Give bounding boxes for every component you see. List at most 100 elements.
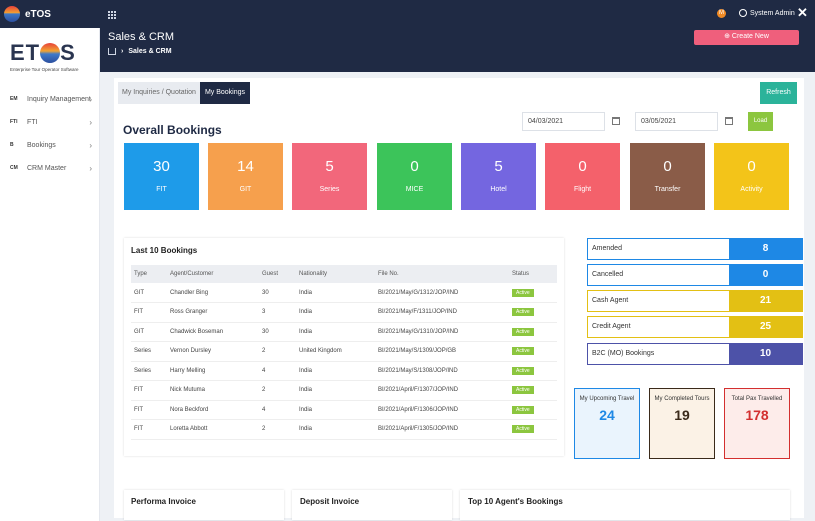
status-cell: Active [509,380,557,401]
table-cell: United Kingdom [296,341,375,362]
kpi-git[interactable]: 14 GIT [208,143,283,210]
table-row[interactable]: GIT Chadwick Boseman 30 India BI/2021/May/G/… [131,322,557,342]
table-cell: Series [131,341,167,362]
table-cell: 30 [259,322,296,342]
breadcrumb-current: Sales & CRM [128,48,172,55]
kpi-mice[interactable]: 0 MICE [377,143,452,210]
table-cell: India [296,302,375,323]
table-cell: Loretta Abbott [167,419,259,440]
table-cell: BI/2021/May/G/1310/JOP/IND [375,322,509,342]
stat-label: Cash Agent [592,297,629,304]
create-new-button[interactable]: ⊕ Create New [694,30,799,45]
status-badge: Active [512,327,534,336]
apps-grid-icon[interactable] [107,10,116,19]
date-from-input[interactable]: 04/03/2021 [522,112,605,131]
table-row[interactable]: FIT Loretta Abbott 2 India BI/2021/April/F/1… [131,419,557,440]
load-button[interactable]: Load [748,112,773,131]
stat-label: Cancelled [592,271,624,278]
tab-my-inquiries[interactable]: My Inquiries / Quotation [118,82,200,104]
status-badge: Active [512,308,534,317]
sidebar-item-label: Bookings [27,141,56,149]
kpi-label: GIT [239,186,252,193]
status-badge: Active [512,386,534,395]
user-menu[interactable]: System Admin [739,9,795,17]
table-cell: BI/2021/May/S/1309/JOP/GB [375,341,509,362]
sidebar-item-inquiry-management[interactable]: EM Inquiry Management › [0,90,99,108]
table-cell: Chandler Bing [167,283,259,303]
tile-upcoming-travel[interactable]: My Upcoming Travel 24 [574,388,640,459]
tab-my-bookings[interactable]: My Bookings [200,82,250,104]
table-cell: Chadwick Boseman [167,322,259,342]
dashboard-panel: My Inquiries / Quotation My Bookings Ref… [114,78,804,520]
last-bookings-title: Last 10 Bookings [131,246,198,255]
calendar-icon[interactable] [725,117,733,125]
sidebar-item-crm-master[interactable]: CM CRM Master › [0,159,99,177]
sidebar: ET S Enterprise Tour Operator Software EM… [0,28,100,521]
table-cell: FIT [131,380,167,401]
kpi-label: Series [319,186,340,193]
column-header: Agent/Customer [167,265,259,283]
table-cell: Nora Beckford [167,400,259,420]
kpi-label: Hotel [490,186,507,193]
chevron-right-icon: › [89,94,92,104]
tile-value: 178 [745,407,769,423]
sidebar-item-bookings[interactable]: B Bookings › [0,136,99,154]
tile-completed-tours[interactable]: My Completed Tours 19 [649,388,715,459]
status-cell: Active [509,400,557,420]
stat-cancelled[interactable]: Cancelled 0 [587,264,803,286]
table-cell: FIT [131,419,167,440]
kpi-series[interactable]: 5 Series [292,143,367,210]
date-to-input[interactable]: 03/05/2021 [635,112,718,131]
stat-amended[interactable]: Amended 8 [587,238,803,260]
notification-badge[interactable]: M [717,9,726,18]
performa-invoice-card [124,490,284,520]
table-row[interactable]: FIT Nora Beckford 4 India BI/2021/April/F/13… [131,400,557,420]
kpi-value: 0 [410,158,419,175]
table-row[interactable]: FIT Ross Granger 3 India BI/2021/May/F/1311/… [131,302,557,323]
status-cell: Active [509,361,557,381]
kpi-flight[interactable]: 0 Flight [545,143,620,210]
sidebar-item-fti[interactable]: FTI FTI › [0,113,99,131]
stat-value: 8 [729,238,802,260]
sidebar-item-code: EM [10,96,18,102]
kpi-label: Transfer [654,186,681,193]
sidebar-item-label: Inquiry Management [27,95,91,103]
sidebar-item-label: CRM Master [27,164,67,172]
page-header: Sales & CRM › Sales & CRM ⊕ Create New [100,28,815,72]
refresh-button[interactable]: Refresh [760,82,797,104]
table-row[interactable]: GIT Chandler Bing 30 India BI/2021/May/G/131… [131,283,557,303]
app-logo[interactable]: eTOS [4,6,51,22]
status-badge: Active [512,405,534,414]
table-cell: 2 [259,419,296,440]
kpi-transfer[interactable]: 0 Transfer [630,143,705,210]
kpi-value: 0 [663,158,672,175]
stat-label: Amended [592,245,622,252]
top-agents-title: Top 10 Agent's Bookings [468,497,563,506]
tile-title: My Upcoming Travel [579,396,635,402]
stat-credit-agent[interactable]: Credit Agent 25 [587,316,803,338]
globe-logo-icon [40,43,61,63]
tile-title: My Completed Tours [654,396,710,402]
user-icon [739,9,747,17]
table-cell: Vernon Dursley [167,341,259,362]
table-row[interactable]: FIT Nick Mutuma 2 India BI/2021/April/F/1307… [131,380,557,401]
tile-total-pax[interactable]: Total Pax Travelled 178 [724,388,790,459]
kpi-value: 5 [325,158,334,175]
status-badge: Active [512,288,534,297]
stat-value: 25 [729,316,802,338]
kpi-activity[interactable]: 0 Activity [714,143,789,210]
sidebar-item-code: CM [10,165,18,171]
close-icon[interactable]: ✕ [797,5,808,20]
stat-b2c-bookings[interactable]: B2C (MO) Bookings 10 [587,343,803,365]
calendar-icon[interactable] [612,117,620,125]
table-row[interactable]: Series Vernon Dursley 2 United Kingdom BI/20… [131,341,557,362]
table-cell: GIT [131,322,167,342]
kpi-hotel[interactable]: 5 Hotel [461,143,536,210]
table-row[interactable]: Series Harry Melling 4 India BI/2021/May/S/1… [131,361,557,381]
table-cell: BI/2021/May/G/1312/JOP/IND [375,283,509,303]
stat-cash-agent[interactable]: Cash Agent 21 [587,290,803,312]
table-cell: GIT [131,283,167,303]
kpi-fit[interactable]: 30 FIT [124,143,199,210]
home-icon[interactable] [108,48,116,55]
top-bar: eTOS M System Admin ✕ [0,0,815,28]
